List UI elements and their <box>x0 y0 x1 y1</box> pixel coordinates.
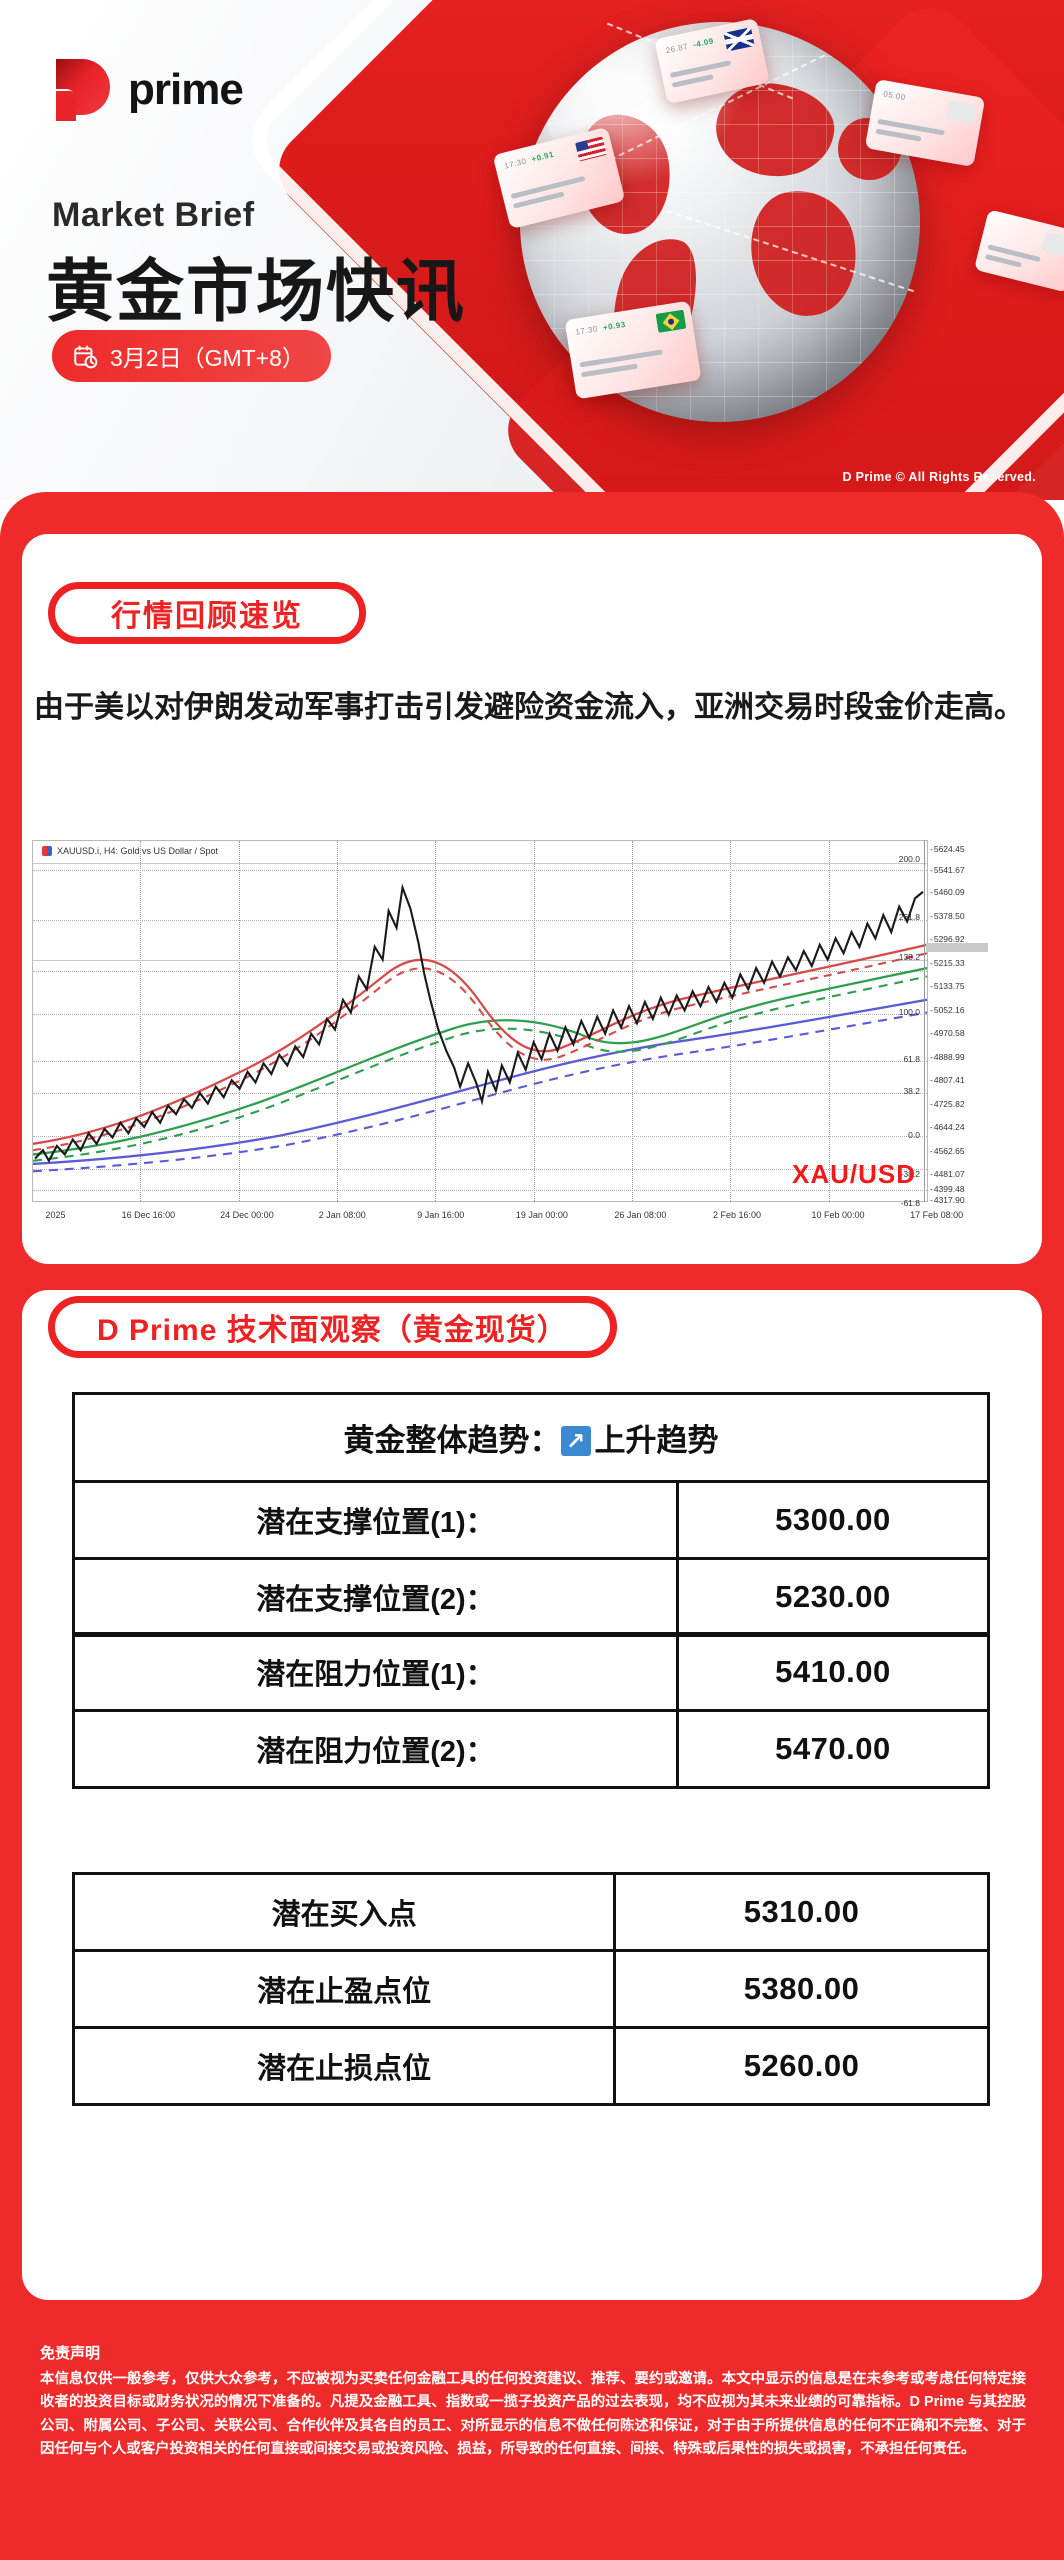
table-row: 潜在阻力位置(1)： 5410.00 <box>72 1632 991 1712</box>
table-row: 潜在买入点 5310.00 <box>71 1872 990 1952</box>
chart-fib-levels: 200.0 261.8 138.2 100.0 61.8 38.2 0.0 -3… <box>898 854 920 1209</box>
section-title-market-review: 行情回顾速览 <box>48 582 366 644</box>
section-title-technical: D Prime 技术面观察（黄金现货） <box>48 1296 617 1358</box>
row-label: 潜在买入点 <box>71 1872 617 1952</box>
eyebrow-market-brief: Market Brief <box>52 196 255 234</box>
row-value: 5230.00 <box>675 1557 991 1637</box>
brand-logo[interactable]: prime <box>52 55 244 125</box>
disclaimer-body: 本信息仅供一般参考，仅供大众参考，不应被视为买卖任何金融工具的任何投资建议、推荐… <box>40 2371 1026 2457</box>
xauusd-chart[interactable]: XAUUSD.i, H4: Gold vs US Dollar / Spot 2… <box>22 826 1042 1236</box>
trend-cell: 黄金整体趋势： 上升趋势 <box>72 1392 990 1483</box>
table-row: 潜在阻力位置(2)： 5470.00 <box>72 1709 991 1789</box>
row-label: 潜在止损点位 <box>71 2026 617 2106</box>
trend-label: 黄金整体趋势： <box>343 1423 561 1458</box>
table-row: 潜在支撑位置(2)： 5230.00 <box>72 1557 991 1637</box>
row-label: 潜在止盈点位 <box>71 1949 617 2029</box>
chart-plot-area <box>32 840 928 1202</box>
row-value: 5260.00 <box>613 2026 990 2106</box>
brand-logo-text: prime <box>128 65 244 114</box>
chart-title: XAUUSD.i, H4: Gold vs US Dollar / Spot <box>42 846 218 856</box>
disclaimer-title: 免责声明 <box>40 2345 101 2362</box>
hero-banner: 17:30 +0.91 26.87 -4.09 05.00 17:30 +0.9… <box>0 0 1064 500</box>
trade-plan-table: 潜在买入点 5310.00 潜在止盈点位 5380.00 潜在止损点位 5260… <box>71 1872 990 2106</box>
market-review-text: 由于美以对伊朗发动军事打击引发避险资金流入，亚洲交易时段金价走高。 <box>34 691 1024 724</box>
chart-series-group <box>33 883 927 1173</box>
support-levels-table: 黄金整体趋势： 上升趋势 潜在支撑位置(1)： 5300.00 潜在支撑位置(2)… <box>72 1392 991 1637</box>
d-logo-icon <box>52 55 114 125</box>
row-label: 潜在支撑位置(2)： <box>72 1557 679 1637</box>
trend-value: 上升趋势 <box>594 1423 719 1458</box>
chart-source-icon <box>42 846 52 856</box>
resistance-levels-table: 潜在阻力位置(1)： 5410.00 潜在阻力位置(2)： 5470.00 <box>72 1632 991 1789</box>
chart-x-axis-labels: 2025 16 Dec 16:00 24 Dec 00:00 2 Jan 08:… <box>45 1210 964 1220</box>
page-title: 黄金市场快讯 <box>46 254 467 330</box>
row-label: 潜在支撑位置(1)： <box>72 1480 679 1560</box>
date-badge-label: 3月2日（GMT+8） <box>110 345 305 371</box>
row-value: 5470.00 <box>675 1709 991 1789</box>
row-value: 5410.00 <box>675 1632 991 1712</box>
calendar-clock-icon <box>72 343 98 369</box>
copyright-text: D Prime © All Rights Reserved. <box>842 470 1036 484</box>
trend-up-arrow-icon <box>560 1426 591 1456</box>
row-label: 潜在阻力位置(1)： <box>72 1632 679 1712</box>
row-value: 5310.00 <box>613 1872 990 1952</box>
table-row: 潜在止盈点位 5380.00 <box>71 1949 990 2029</box>
chart-price-axis: 5624.45 5541.67 5460.09 5378.50 5296.92 … <box>924 840 1028 1205</box>
table-row: 潜在支撑位置(1)： 5300.00 <box>72 1480 991 1560</box>
table-row: 潜在止损点位 5260.00 <box>71 2026 990 2106</box>
trend-row: 黄金整体趋势： 上升趋势 <box>72 1392 990 1483</box>
row-value: 5300.00 <box>675 1480 991 1560</box>
row-label: 潜在阻力位置(2)： <box>72 1709 679 1789</box>
date-badge: 3月2日（GMT+8） <box>52 330 331 382</box>
row-value: 5380.00 <box>613 1949 990 2029</box>
chart-watermark: XAU/USD <box>791 1159 916 1189</box>
